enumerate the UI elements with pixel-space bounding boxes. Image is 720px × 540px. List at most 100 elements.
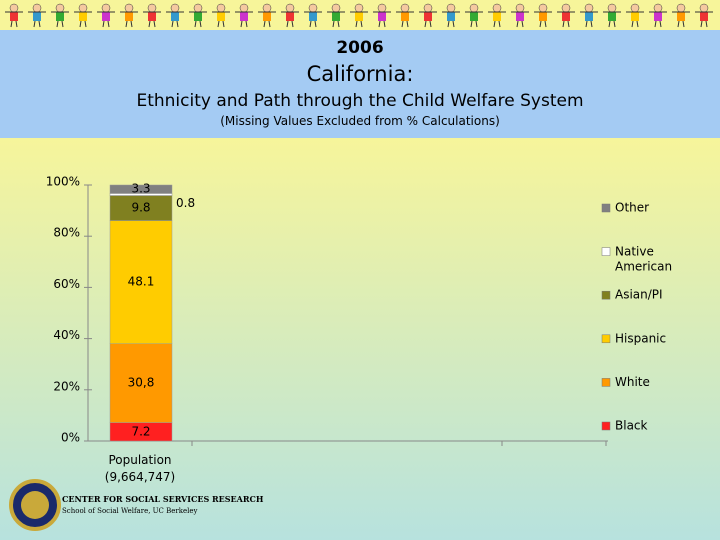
- kid-leg: [659, 20, 662, 28]
- kid-body: [516, 12, 524, 21]
- data-label: 7.2: [131, 424, 150, 438]
- kid-leg: [383, 20, 386, 28]
- kid-body: [654, 12, 662, 21]
- kid-body: [194, 12, 202, 21]
- kid-leg: [217, 20, 220, 28]
- kid-leg: [56, 20, 59, 28]
- kid-leg: [539, 20, 542, 28]
- kid-leg: [148, 20, 151, 28]
- kid-leg: [222, 20, 225, 28]
- kid-leg: [38, 20, 41, 28]
- kid-leg: [401, 20, 404, 28]
- kid-body: [401, 12, 409, 21]
- kid-leg: [567, 20, 570, 28]
- kid-body: [539, 12, 547, 21]
- kid-body: [171, 12, 179, 21]
- kid-leg: [406, 20, 409, 28]
- legend-swatch: [601, 290, 611, 300]
- kid-leg: [424, 20, 427, 28]
- kid-body: [608, 12, 616, 21]
- kid-leg: [314, 20, 317, 28]
- kid-body: [10, 12, 18, 21]
- kid-body: [378, 12, 386, 21]
- legend-swatch: [601, 334, 611, 344]
- kid-leg: [636, 20, 639, 28]
- kid-leg: [33, 20, 36, 28]
- kid-leg: [475, 20, 478, 28]
- kid-body: [470, 12, 478, 21]
- kid-leg: [608, 20, 611, 28]
- kid-leg: [700, 20, 703, 28]
- kid-leg: [613, 20, 616, 28]
- y-tick-label: 40%: [53, 328, 80, 342]
- note: (Missing Values Excluded from % Calculat…: [220, 114, 500, 128]
- kid-leg: [590, 20, 593, 28]
- kid-leg: [516, 20, 519, 28]
- legend-swatch: [601, 247, 611, 256]
- kid-body: [677, 12, 685, 21]
- y-tick-label: 20%: [53, 379, 80, 393]
- state: California:: [306, 62, 414, 86]
- kid-leg: [309, 20, 312, 28]
- kid-body: [79, 12, 87, 21]
- legend-swatch: [601, 421, 611, 431]
- year: 2006: [336, 38, 384, 58]
- kid-leg: [654, 20, 657, 28]
- kid-leg: [102, 20, 105, 28]
- bar-segment: [109, 343, 173, 423]
- y-tick-label: 100%: [46, 175, 80, 189]
- kid-leg: [79, 20, 82, 28]
- y-tick-label: 80%: [53, 226, 80, 240]
- kid-leg: [199, 20, 202, 28]
- kid-leg: [562, 20, 565, 28]
- kid-leg: [631, 20, 634, 28]
- kid-leg: [107, 20, 110, 28]
- data-label: 0.8: [176, 196, 195, 210]
- legend-label: White: [615, 375, 650, 389]
- kid-body: [562, 12, 570, 21]
- title: Ethnicity and Path through the Child Wel…: [136, 91, 584, 111]
- kid-body: [631, 12, 639, 21]
- kid-body: [355, 12, 363, 21]
- kid-body: [493, 12, 501, 21]
- kid-leg: [240, 20, 243, 28]
- kid-leg: [153, 20, 156, 28]
- legend-label: Native American: [615, 244, 672, 273]
- bar-segment: [109, 184, 173, 194]
- kid-leg: [521, 20, 524, 28]
- kid-leg: [585, 20, 588, 28]
- kid-body: [585, 12, 593, 21]
- kid-leg: [705, 20, 708, 28]
- kid-leg: [286, 20, 289, 28]
- kid-body: [148, 12, 156, 21]
- y-tick-label: 0%: [61, 431, 80, 445]
- kid-leg: [544, 20, 547, 28]
- data-label: 3.3: [131, 182, 150, 196]
- legend-swatch: [601, 378, 611, 387]
- kid-body: [217, 12, 225, 21]
- kid-leg: [245, 20, 248, 28]
- data-label: 9.8: [131, 201, 150, 215]
- legend-label: Black: [615, 419, 648, 433]
- kid-leg: [171, 20, 174, 28]
- kid-leg: [470, 20, 473, 28]
- kid-leg: [194, 20, 197, 28]
- kid-leg: [15, 20, 18, 28]
- legend-label: Other: [615, 201, 649, 215]
- kid-body: [125, 12, 133, 21]
- kid-leg: [677, 20, 680, 28]
- kid-body: [424, 12, 432, 21]
- legend-label: Asian/PI: [615, 288, 663, 302]
- kid-body: [447, 12, 455, 21]
- kid-leg: [337, 20, 340, 28]
- header-band: 2006 California: Ethnicity and Path thro…: [0, 30, 720, 138]
- data-label: 30,8: [128, 376, 155, 390]
- kid-body: [33, 12, 41, 21]
- kid-leg: [452, 20, 455, 28]
- kid-body: [240, 12, 248, 21]
- kid-leg: [268, 20, 271, 28]
- kid-body: [286, 12, 294, 21]
- kid-leg: [84, 20, 87, 28]
